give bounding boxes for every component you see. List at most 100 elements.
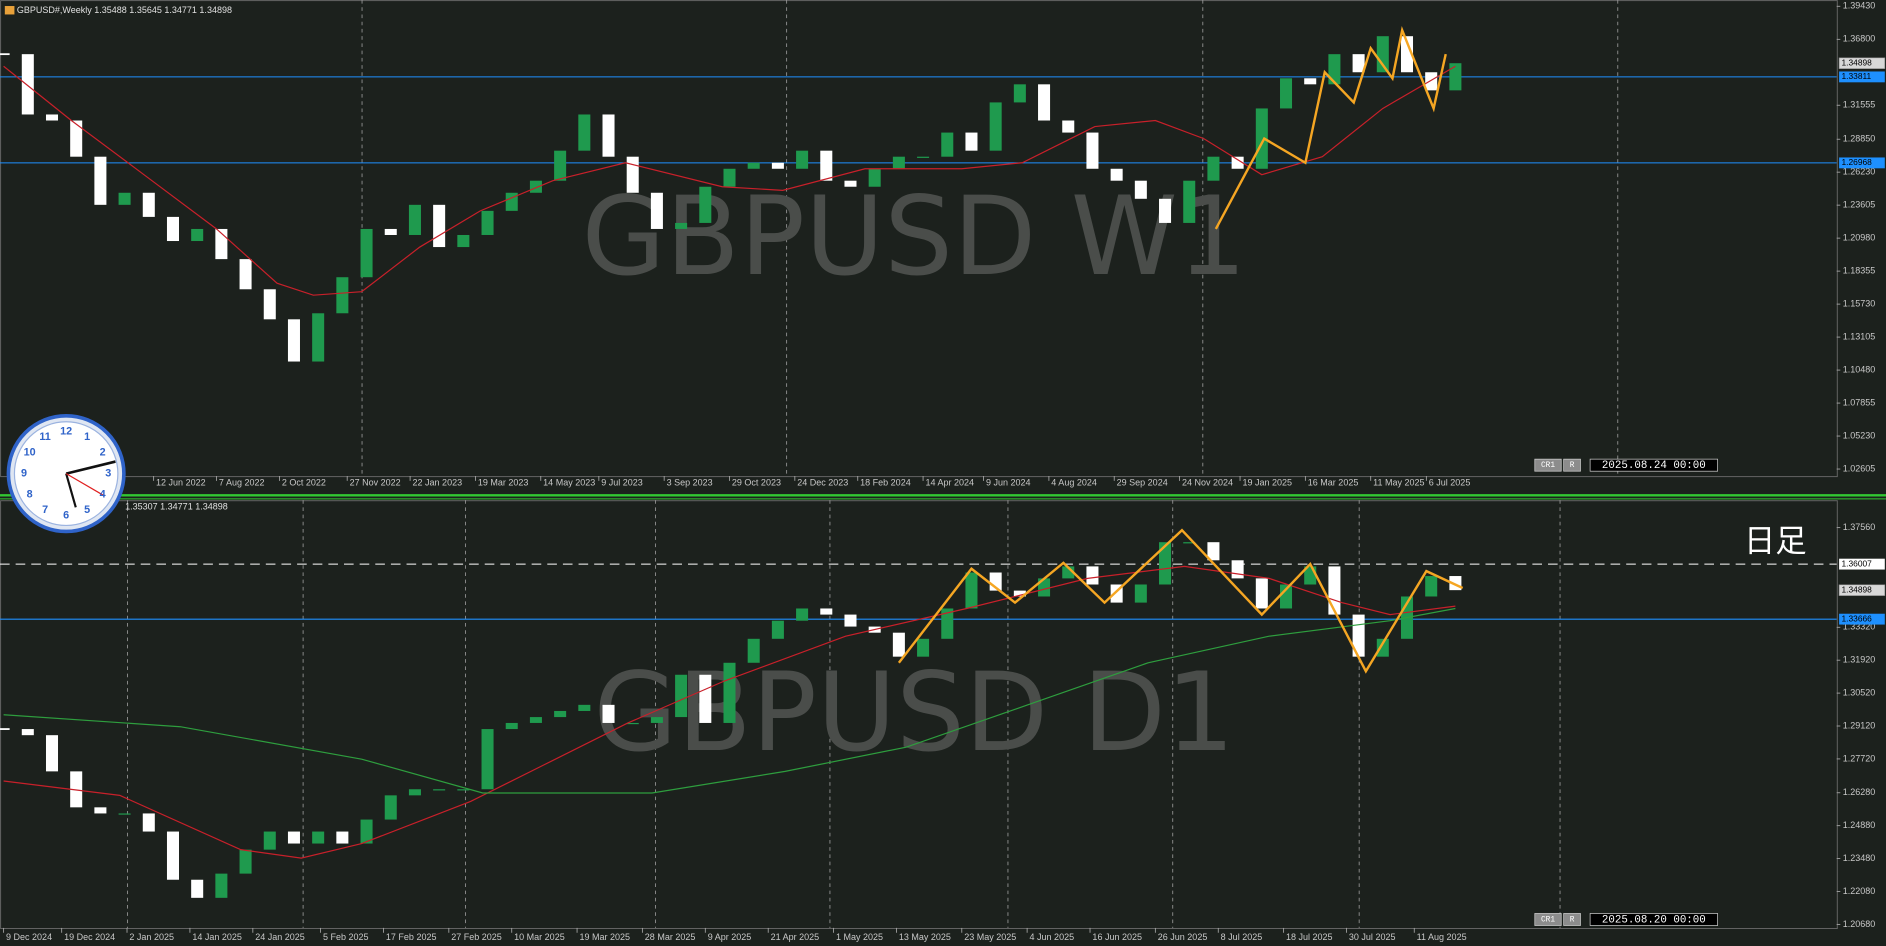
candle [45, 735, 59, 772]
y-tick-label: 1.29120 [1843, 720, 1876, 730]
candle [1280, 584, 1293, 609]
candle [699, 674, 712, 723]
y-tick-label: 1.36800 [1843, 34, 1876, 44]
y-tick-label: 1.28850 [1843, 134, 1876, 144]
x-tick-label: 16 Jun 2025 [1092, 932, 1142, 942]
clock-number: 3 [105, 467, 111, 479]
footer-text: R [1570, 916, 1575, 925]
candle [1062, 566, 1075, 579]
candle [263, 831, 276, 850]
candle [505, 192, 518, 211]
candle [1062, 120, 1075, 133]
candle [965, 132, 978, 151]
candle [699, 186, 712, 223]
x-tick-label: 26 Jun 2025 [1158, 932, 1208, 942]
candle [94, 807, 107, 814]
candle [554, 710, 567, 718]
candle [1013, 84, 1026, 103]
x-tick-label: 9 Jul 2023 [601, 478, 643, 488]
footer-box [1563, 458, 1581, 472]
candle [771, 162, 784, 169]
x-tick-label: 14 Jan 2025 [192, 932, 242, 942]
x-tick-label: 2 Oct 2022 [282, 478, 326, 488]
panel-frame [0, 500, 1838, 930]
candle [1159, 198, 1172, 223]
candle [1400, 36, 1414, 73]
candle [336, 277, 349, 314]
candle [747, 162, 760, 169]
candle [529, 180, 542, 193]
candle [360, 228, 373, 278]
candle [1304, 78, 1317, 85]
period-separators [127, 0, 1619, 928]
x-tick-label: 19 Dec 2024 [64, 932, 115, 942]
candle [1255, 108, 1268, 169]
candle [433, 204, 446, 248]
clock-number: 6 [63, 510, 69, 522]
candle [142, 192, 155, 217]
candle [287, 319, 300, 362]
y-tick-label: 1.10480 [1843, 364, 1876, 374]
symbol-icon [4, 6, 15, 15]
candle [1159, 542, 1172, 585]
clock-number: 1 [84, 431, 90, 443]
candle [554, 150, 567, 181]
candle [1231, 560, 1244, 579]
candle [1134, 584, 1147, 603]
x-tick-label: 11 May 2025 [1373, 478, 1424, 488]
footer-box [1589, 458, 1718, 472]
candle [1425, 72, 1438, 91]
y-tick-label: 1.15730 [1843, 298, 1876, 308]
candle [1207, 156, 1220, 181]
candle [965, 572, 978, 609]
second-hand [65, 473, 104, 496]
x-tick-label: 21 Apr 2025 [771, 932, 820, 942]
candle [796, 150, 809, 169]
clock-number: 7 [42, 504, 48, 516]
candle [191, 879, 204, 898]
candle [1038, 578, 1051, 597]
y-tick-label: 1.18355 [1843, 265, 1876, 275]
x-tick-label: 29 Sep 2024 [1117, 478, 1168, 488]
footer-text: R [1570, 461, 1575, 470]
x-tick-label: 10 Mar 2025 [514, 932, 565, 942]
candle [408, 789, 421, 796]
candle [215, 873, 228, 898]
price-label-bg [1838, 57, 1886, 69]
indicator-line [897, 528, 1464, 674]
x-tick-label: 8 Jul 2025 [1221, 932, 1263, 942]
candle [94, 156, 107, 205]
y-tick-label: 1.24880 [1843, 820, 1876, 830]
candle [21, 729, 34, 736]
y-tick-label: 1.26280 [1843, 787, 1876, 797]
level-label-bg [1839, 71, 1885, 83]
y-tick-label: 1.23605 [1843, 200, 1876, 210]
x-tick-label: 13 May 2025 [899, 932, 951, 942]
candle [917, 638, 930, 657]
level-label: 1.33811 [1841, 71, 1871, 81]
candle [771, 620, 784, 639]
candle [868, 168, 881, 187]
clock-number: 5 [84, 504, 90, 516]
x-tick-label: 18 Feb 2024 [860, 478, 911, 488]
candle [820, 150, 833, 181]
x-tick-label: 24 Dec 2023 [797, 478, 848, 488]
candle [844, 180, 857, 187]
y-tick-label: 1.02605 [1843, 463, 1876, 473]
x-tick-label: 17 Feb 2025 [386, 932, 437, 942]
candle [723, 168, 736, 187]
candle [820, 608, 833, 615]
candle [312, 831, 325, 844]
clock-number: 9 [21, 467, 27, 479]
level-label-bg [1839, 558, 1885, 570]
y-tick-label: 1.31920 [1843, 655, 1876, 665]
candle [142, 813, 155, 832]
clock-number: 8 [27, 489, 33, 501]
indicator-line [3, 565, 1456, 859]
candle [1376, 638, 1389, 657]
candle [408, 204, 421, 235]
candle [723, 662, 736, 723]
x-tick-label: 9 Dec 2024 [6, 932, 52, 942]
